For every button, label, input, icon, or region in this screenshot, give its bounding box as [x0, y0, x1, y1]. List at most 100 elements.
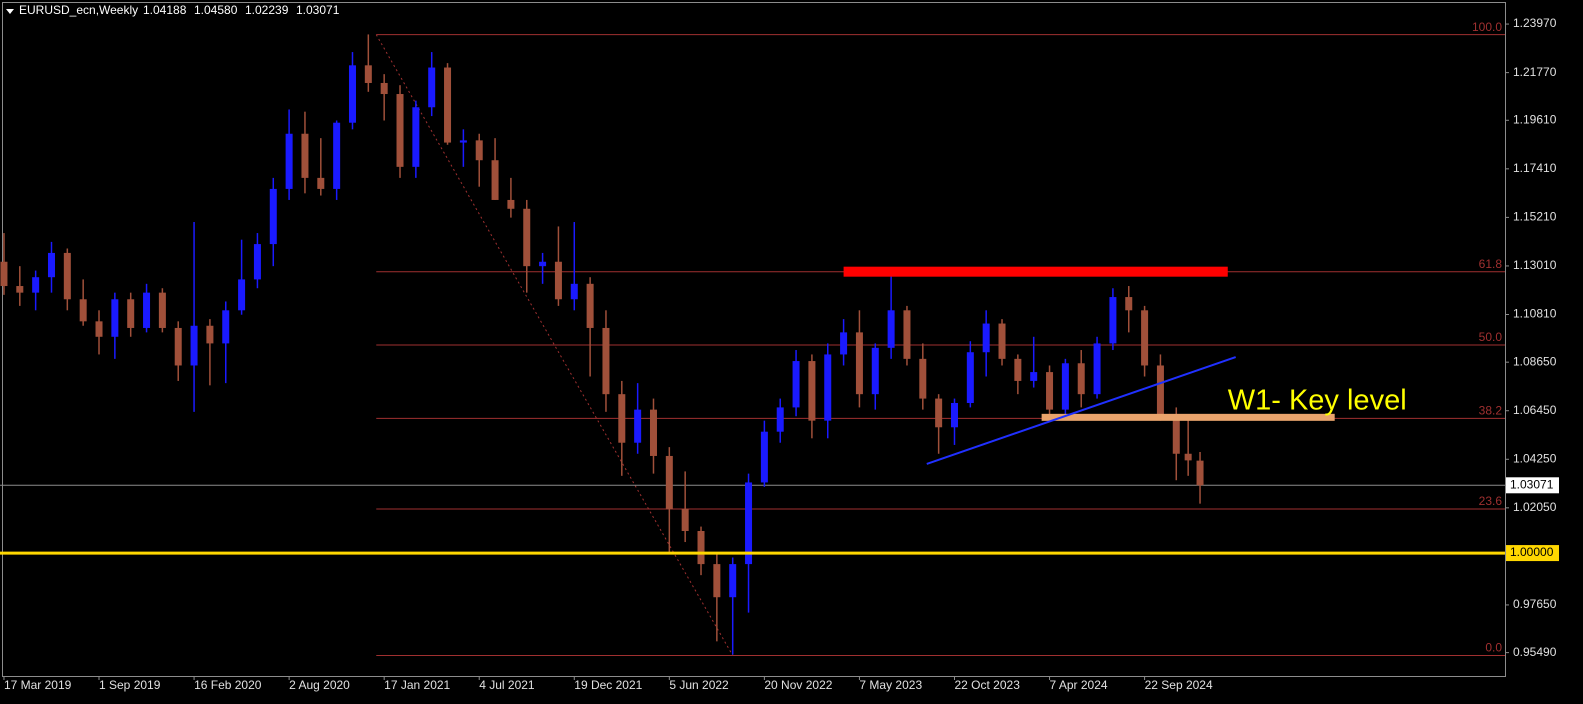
candle-body [729, 564, 737, 598]
symbol: EURUSD_ecn,Weekly [19, 3, 138, 17]
header-ohlc: 1.04580 [194, 3, 238, 17]
fib-label: 50.0 [1479, 330, 1503, 344]
candle-body [887, 310, 895, 348]
x-tick-label: 1 Sep 2019 [99, 678, 161, 692]
key-level-box [1506, 545, 1559, 562]
candle-body [840, 332, 848, 355]
candle-body [681, 508, 689, 532]
candle-body [1196, 460, 1204, 486]
x-tick-label: 17 Jan 2021 [384, 678, 450, 692]
x-tick-label: 4 Jul 2021 [479, 678, 535, 692]
fib-label: 0.0 [1485, 641, 1502, 655]
candle-body [1030, 372, 1038, 381]
fib-label: 38.2 [1479, 403, 1503, 417]
x-tick-label: 22 Oct 2023 [954, 678, 1020, 692]
x-tick-label: 17 Mar 2019 [4, 678, 72, 692]
x-tick-label: 7 Apr 2024 [1050, 678, 1108, 692]
current-price-label: 1.03071 [1510, 477, 1554, 491]
candle-body [808, 361, 816, 421]
candle-body [111, 299, 119, 337]
candle-body [966, 352, 974, 403]
y-tick-label: 0.95490 [1513, 645, 1557, 659]
candle-body [871, 347, 879, 395]
candle-body [95, 321, 103, 337]
candle-body [792, 361, 800, 408]
header-ohlc: 1.02239 [245, 3, 289, 17]
candle-body [950, 402, 958, 428]
header-ohlc: 1.03071 [296, 3, 340, 17]
y-tick-label: 1.08650 [1513, 354, 1557, 368]
x-tick-label: 7 May 2023 [859, 678, 922, 692]
candle-body [665, 455, 673, 509]
candle-body [586, 283, 594, 328]
candle-body [1014, 358, 1022, 381]
candle-body [0, 261, 8, 287]
x-tick-label: 5 Jun 2022 [669, 678, 729, 692]
candle-body [776, 407, 784, 432]
y-tick-label: 1.17410 [1513, 161, 1557, 175]
candle-body [32, 277, 40, 293]
candle-body [396, 94, 404, 167]
trendline [926, 356, 1237, 465]
candle-body [919, 358, 927, 399]
candle-body [760, 431, 768, 483]
candle-body [444, 67, 452, 143]
candle-body [1109, 297, 1117, 344]
candle-body [222, 310, 230, 344]
candle-body [301, 133, 309, 178]
candle-body [269, 188, 277, 245]
candle-body [1046, 372, 1054, 410]
candle-body [79, 299, 87, 322]
key-level-label: 1.00000 [1510, 545, 1554, 559]
candle-body [523, 208, 531, 267]
menu-arrow[interactable] [6, 9, 14, 14]
fib-label: 61.8 [1479, 257, 1503, 271]
candle-body [634, 409, 642, 443]
candle-body [475, 140, 483, 161]
candle-body [364, 65, 372, 83]
candle-body [539, 261, 547, 267]
y-tick-label: 1.06450 [1513, 403, 1557, 417]
candle-body [1172, 414, 1180, 454]
annotation: W1- Key level [1228, 385, 1407, 417]
candle-body [348, 65, 356, 123]
candle-body [190, 325, 198, 366]
candle-body [206, 325, 214, 344]
candle-body [998, 323, 1006, 359]
fib-label: 100.0 [1472, 20, 1502, 34]
candle-body [1077, 363, 1085, 395]
candle-body [412, 107, 420, 167]
candle-body [47, 252, 55, 278]
candle-body [238, 279, 246, 311]
candle-body [697, 531, 705, 565]
candle-body [1125, 297, 1133, 311]
header-ohlc: 1.04188 [143, 3, 187, 17]
candle-body [63, 252, 71, 300]
candle-body [317, 177, 325, 189]
candle-body [459, 140, 467, 143]
candle-body [824, 354, 832, 421]
candle-body [158, 292, 166, 328]
candle-body [855, 332, 863, 395]
fib-label: 23.6 [1479, 494, 1503, 508]
resistance-zone [843, 266, 1228, 277]
candle-body [618, 394, 626, 443]
x-tick-label: 2 Aug 2020 [289, 678, 350, 692]
candle-body [570, 283, 578, 300]
support-zone [1041, 413, 1335, 421]
x-tick-label: 16 Feb 2020 [194, 678, 262, 692]
candle-body [507, 199, 515, 209]
x-tick-label: 22 Sep 2024 [1145, 678, 1213, 692]
candle-body [1156, 365, 1164, 415]
x-tick-label: 19 Dec 2021 [574, 678, 642, 692]
y-tick-label: 1.19610 [1513, 112, 1557, 126]
candle-body [1093, 343, 1101, 395]
candle-body [713, 564, 721, 598]
candle-body [982, 323, 990, 353]
candle-body [745, 482, 753, 565]
candle-body [1141, 310, 1149, 366]
candle-body [602, 327, 610, 395]
current-price-box [1506, 477, 1559, 494]
candle-body [380, 82, 388, 95]
